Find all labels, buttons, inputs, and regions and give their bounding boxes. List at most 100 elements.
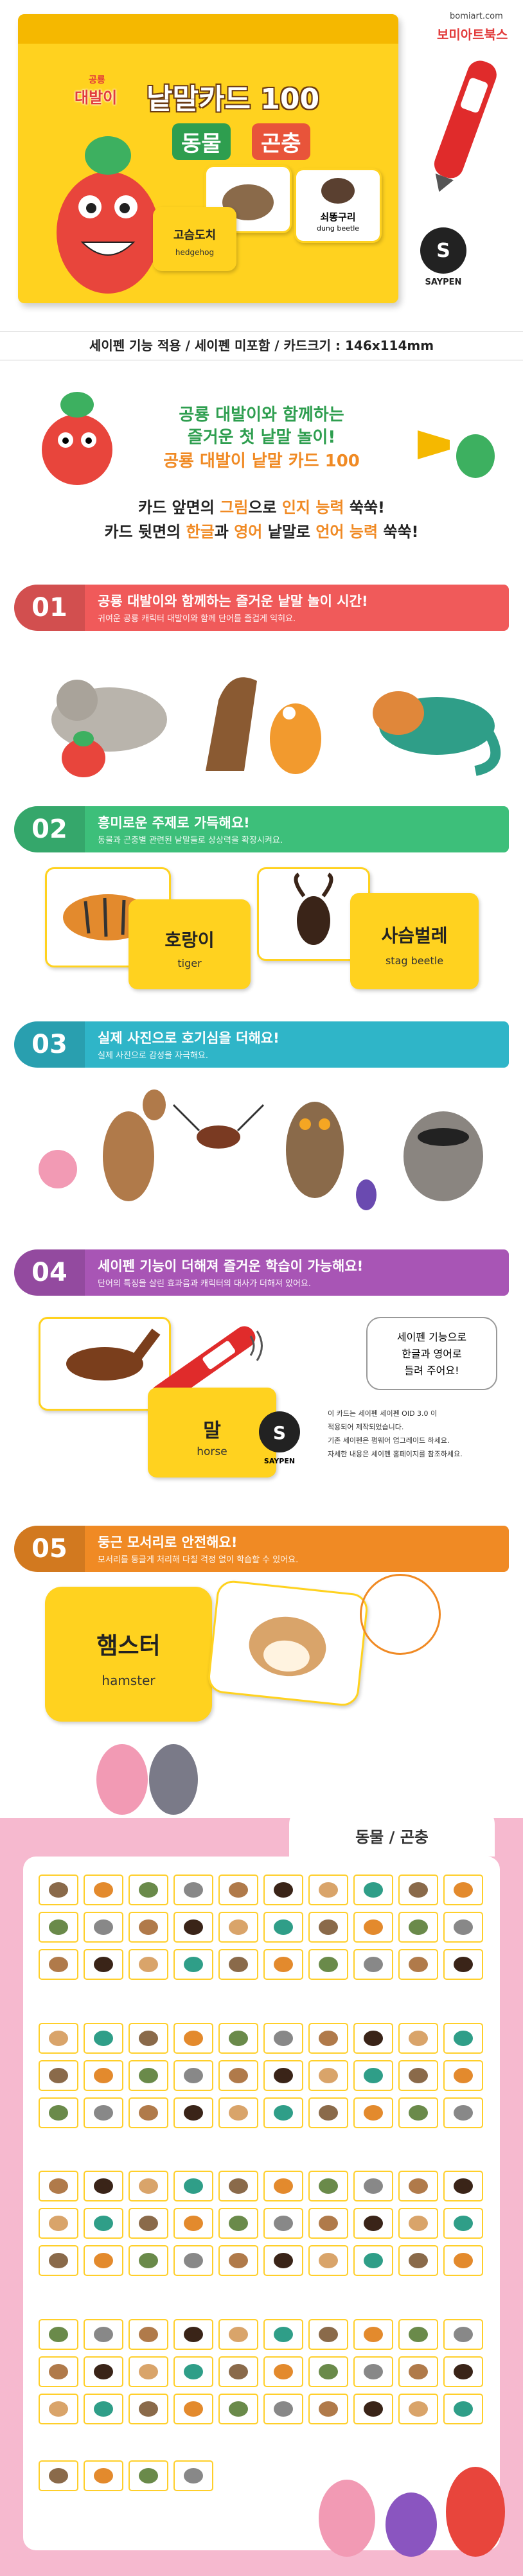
thumbnail-image: [274, 2216, 293, 2231]
card-thumbnail: [173, 2356, 213, 2387]
horse-card: 말 horse: [148, 1388, 276, 1478]
tiger-card: 호랑이 tiger: [129, 899, 251, 989]
bubble-line: 세이펜 기능으로: [396, 1331, 467, 1343]
card-thumbnail: [263, 2394, 303, 2424]
characters: [96, 1744, 198, 1815]
text-segment: 낱말로: [262, 523, 316, 541]
card-word-ko: 사슴벌레: [381, 925, 448, 946]
card-thumbnail: [353, 2245, 393, 2276]
section-number: 01: [14, 585, 85, 631]
card-thumbnail: [129, 2319, 168, 2350]
card-thumbnail: [218, 2319, 258, 2350]
thumbnail-image: [454, 1919, 473, 1935]
thumbnail-image: [319, 2364, 338, 2379]
thumbnail-image: [139, 2327, 158, 2342]
thumbnail-image: [409, 2178, 428, 2194]
text-segment: 쑥쑥!: [378, 523, 419, 541]
thumbnail-image: [274, 2031, 293, 2046]
section-desc: 단어의 특징을 살린 효과음과 캐릭터의 대사가 더해져 있어요.: [98, 1279, 312, 1289]
intro-line: 공룡 대발이와 함께하는: [179, 405, 344, 425]
card-word-ko: 쇠똥구리: [320, 211, 356, 223]
thumbnail-image: [229, 2401, 248, 2417]
thumbnail-image: [364, 2216, 383, 2231]
card-thumbnail: [129, 2460, 168, 2491]
corner-highlight: [360, 1574, 441, 1655]
thumbnail-image: [94, 2216, 113, 2231]
thumbnail-image: [94, 2178, 113, 2194]
bubble-line: 한글과 영어로: [402, 1348, 462, 1360]
thumbnail-image: [319, 2105, 338, 2121]
card-thumbnail: [84, 2356, 123, 2387]
card-thumbnail: [353, 2394, 393, 2424]
thumbnail-image: [319, 1919, 338, 1935]
card-thumbnail: [129, 2245, 168, 2276]
thumbnail-image: [409, 2216, 428, 2231]
box-title: 낱말카드 100: [146, 83, 320, 116]
card-thumbnail: [173, 1875, 213, 1905]
thumbnail-image: [49, 2178, 68, 2194]
dino-character: [42, 392, 112, 485]
trumpet-character: [418, 430, 495, 478]
dino-character: [57, 136, 159, 294]
bubble-line: 들려 주어요!: [404, 1364, 459, 1377]
card-thumbnail: [263, 2023, 303, 2054]
card-thumbnail: [173, 2208, 213, 2239]
card-thumbnail: [39, 2245, 78, 2276]
thumbnail-image: [409, 2253, 428, 2268]
thumbnail-image: [49, 2327, 68, 2342]
section-number: 04: [14, 1249, 85, 1296]
card-word-ko: 고슴도치: [173, 229, 217, 242]
thumbnail-image: [319, 2216, 338, 2231]
thumbnail-image: [319, 2401, 338, 2417]
thumbnail-image: [184, 2253, 203, 2268]
speech-bubble: 세이펜 기능으로 한글과 영어로 들려 주어요!: [366, 1317, 497, 1390]
card-word-ko: 호랑이: [164, 930, 215, 951]
subtitle-insect: 곤충: [252, 123, 310, 160]
thumbnail-image: [409, 2401, 428, 2417]
thumbnail-image: [139, 2068, 158, 2083]
card-thumbnail: [84, 2023, 123, 2054]
section-banner: 05 둥근 모서리로 안전해요! 모서리를 둥글게 처리해 다칠 걱정 없이 학습할…: [14, 1526, 509, 1572]
thumbnail-image: [49, 2105, 68, 2121]
text-segment: 카드 뒷면의: [104, 523, 186, 541]
panel-tab-label: 동물 / 곤충: [355, 1828, 429, 1846]
thumbnail-image: [139, 1882, 158, 1898]
card-thumbnail: [39, 2319, 78, 2350]
card-thumbnail: [129, 1912, 168, 1943]
card-thumbnail: [84, 2060, 123, 2091]
thumbnail-image: [409, 2364, 428, 2379]
thumbnail-image: [364, 1882, 383, 1898]
card-thumbnail: [353, 2319, 393, 2350]
thumbnail-image: [49, 2253, 68, 2268]
thumbnail-image: [364, 2068, 383, 2083]
card-thumbnail: [263, 2356, 303, 2387]
section-number: 05: [14, 1526, 85, 1572]
thumbnail-image: [409, 2031, 428, 2046]
thumbnail-image: [229, 2178, 248, 2194]
card-thumbnail: [39, 2208, 78, 2239]
card-thumbnail: [218, 1949, 258, 1980]
intro-line: 공룡 대발이 낱말 카드 100: [163, 452, 360, 471]
thumbnail-image: [184, 1919, 203, 1935]
section-title: 흥미로운 주제로 가득해요!: [98, 815, 250, 831]
thumbnail-image: [139, 1919, 158, 1935]
card-thumbnail: [443, 2023, 483, 2054]
svg-text:S: S: [436, 240, 450, 262]
card-thumbnail: [218, 2097, 258, 2128]
thumbnail-image: [184, 2364, 203, 2379]
card-thumbnail: [443, 1875, 483, 1905]
thumbnail-image: [364, 2327, 383, 2342]
site: bomiart.com: [450, 12, 503, 21]
spec: 세이펜 기능 적용 / 세이펜 미포함 / 카드크기 : 146x114mm: [89, 338, 434, 353]
card-thumbnail: [173, 2394, 213, 2424]
thumbnail-image: [364, 2178, 383, 2194]
saypen-logo: S: [259, 1411, 300, 1452]
card-thumbnail: [308, 2060, 348, 2091]
note-line: 기존 세이펜은 펌웨어 업그레이드 하세요.: [328, 1436, 450, 1445]
thumbnail-image: [409, 1919, 428, 1935]
highlight: 언어 능력: [315, 523, 378, 541]
card-thumbnail: [173, 2097, 213, 2128]
thumbnail-image: [94, 2327, 113, 2342]
thumbnail-image: [184, 1957, 203, 1972]
